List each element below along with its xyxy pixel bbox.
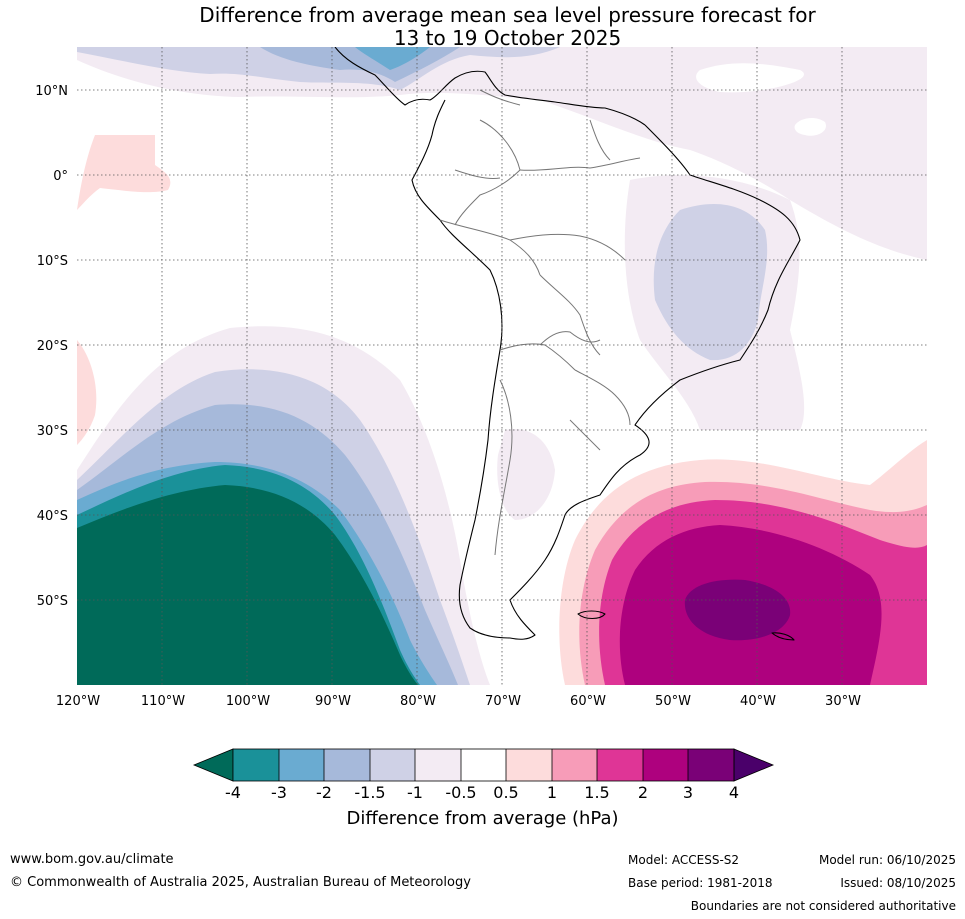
lon-label-120w: 120°W <box>56 694 100 709</box>
lat-label-20s: 20°S <box>37 339 68 354</box>
copyright-notice: © Commonwealth of Australia 2025, Austra… <box>10 875 471 890</box>
colorbar-tick-1: -3 <box>271 783 287 802</box>
south-georgia-outline <box>771 632 795 641</box>
model-name: Model: ACCESS-S2 <box>628 853 740 867</box>
colorbar-tick-3: -1.5 <box>354 783 385 802</box>
title-line-2: 13 to 19 October 2025 <box>393 26 622 50</box>
map-title: Difference from average mean sea level p… <box>0 4 965 50</box>
website-link[interactable]: www.bom.gov.au/climate <box>10 852 174 867</box>
graticule <box>77 47 927 685</box>
anomaly-north-clearing-2 <box>696 63 804 93</box>
lat-label-0: 0° <box>53 169 68 184</box>
colorbar-tick-2: -2 <box>316 783 332 802</box>
country-borders <box>439 89 641 556</box>
colorbar-segment-4 <box>370 749 415 781</box>
boundaries-disclaimer: Boundaries are not considered authoritat… <box>690 899 956 913</box>
colorbar-segment-2 <box>279 749 324 781</box>
colorbar-segment-10 <box>643 749 688 781</box>
lon-label-80w: 80°W <box>400 694 436 709</box>
lon-label-100w: 100°W <box>226 694 270 709</box>
colorbar-segment-3 <box>324 749 370 781</box>
lon-label-110w: 110°W <box>141 694 185 709</box>
colorbar-tick-5: -0.5 <box>445 783 476 802</box>
colorbar-tick-11: 4 <box>729 783 739 802</box>
colorbar: -4 -3 -2 -1.5 -1 -0.5 0.5 1 1.5 2 3 4 <box>192 748 775 802</box>
colorbar-segment-9 <box>597 749 643 781</box>
falklands-outline <box>577 610 606 620</box>
colorbar-segment-7 <box>506 749 552 781</box>
anomaly-east-core <box>684 579 791 641</box>
coastline-outlines <box>334 47 801 641</box>
colorbar-tick-7: 1 <box>547 783 557 802</box>
lat-label-40s: 40°S <box>37 509 68 524</box>
model-run-date: Model run: 06/10/2025 <box>818 853 956 867</box>
anomaly-north-clearing <box>794 118 826 136</box>
lat-label-50s: 50°S <box>37 594 68 609</box>
anomaly-north-medium-blue <box>355 47 430 70</box>
anomaly-north-weak-negative <box>77 47 927 260</box>
colorbar-segment-11 <box>688 749 734 781</box>
central-america-coast <box>334 47 646 126</box>
colorbar-segment-5 <box>415 749 461 781</box>
lon-label-60w: 60°W <box>570 694 606 709</box>
colorbar-tick-0: -4 <box>225 783 241 802</box>
lat-label-10n: 10°N <box>35 84 68 99</box>
lon-label-70w: 70°W <box>485 694 521 709</box>
colorbar-tick-9: 2 <box>638 783 648 802</box>
colorbar-high-extension <box>733 748 775 782</box>
colorbar-title: Difference from average (hPa) <box>346 808 619 829</box>
colorbar-tick-4: -1 <box>407 783 423 802</box>
latitude-labels: 10°N 0° 10°S 20°S 30°S 40°S 50°S <box>35 84 68 609</box>
lat-label-10s: 10°S <box>37 254 68 269</box>
lon-label-40w: 40°W <box>740 694 776 709</box>
colorbar-tick-10: 3 <box>683 783 693 802</box>
title-line-1: Difference from average mean sea level p… <box>199 3 816 27</box>
colorbar-segment-1 <box>233 749 279 781</box>
colorbar-dividers <box>278 749 689 781</box>
colorbar-tick-6: 0.5 <box>493 783 518 802</box>
colorbar-frame <box>232 748 735 782</box>
lon-label-90w: 90°W <box>315 694 351 709</box>
anomaly-west-positive-north <box>77 135 171 210</box>
lat-label-30s: 30°S <box>37 424 68 439</box>
issued-date: Issued: 08/10/2025 <box>840 876 956 890</box>
anomaly-west-positive-mid <box>77 340 97 445</box>
map-area <box>77 47 927 685</box>
lon-label-30w: 30°W <box>825 694 861 709</box>
anomaly-brazil-lavender <box>653 204 768 361</box>
longitude-labels: 120°W 110°W 100°W 90°W 80°W 70°W 60°W 50… <box>56 694 861 709</box>
lon-label-50w: 50°W <box>655 694 691 709</box>
base-period: Base period: 1981-2018 <box>628 876 773 890</box>
south-america-coast <box>411 99 801 640</box>
colorbar-segment-8 <box>552 749 597 781</box>
colorbar-low-extension <box>192 748 234 782</box>
colorbar-tick-8: 1.5 <box>584 783 609 802</box>
colorbar-segment-6 <box>461 749 506 781</box>
